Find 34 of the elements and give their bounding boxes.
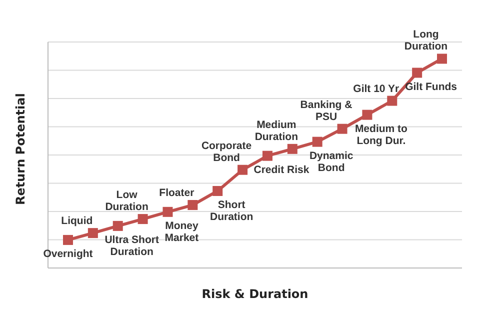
point (437, 54, 447, 64)
annotation: Gilt Funds (405, 80, 458, 93)
point (412, 68, 422, 78)
text: Long Duration (404, 28, 448, 53)
point (162, 206, 173, 217)
annotation: Money Market (164, 220, 200, 244)
annotation: Banking & PSU (300, 98, 353, 123)
point (312, 136, 322, 147)
annotation: Short Duration (210, 198, 254, 223)
annotation: Liquid (61, 215, 93, 228)
x-axis-title: Risk & Duration (202, 287, 308, 301)
point (337, 124, 348, 134)
point (63, 234, 73, 245)
point (88, 228, 98, 238)
y-axis-title: Return Potential (13, 93, 28, 205)
point (212, 186, 223, 196)
point (362, 110, 372, 120)
annotation: Overnight (43, 248, 94, 260)
annotation: Medium Duration (254, 118, 298, 143)
annotation: Ultra Short Duration (104, 234, 160, 258)
annotation: Dynamic Bond (309, 150, 354, 174)
point (112, 220, 123, 231)
annotation: Medium to Long Dur. (354, 122, 408, 147)
annotation: Floater (159, 187, 194, 200)
point (138, 214, 148, 224)
point (238, 164, 248, 175)
annotation: Low Duration (105, 189, 148, 214)
point (387, 96, 398, 106)
annotation: Credit Risk (254, 164, 310, 176)
annotation: Gilt 10 Yr (353, 82, 400, 95)
point (188, 200, 198, 210)
point (262, 150, 272, 161)
annotation: Corporate Bond (201, 140, 252, 164)
point (287, 144, 298, 154)
